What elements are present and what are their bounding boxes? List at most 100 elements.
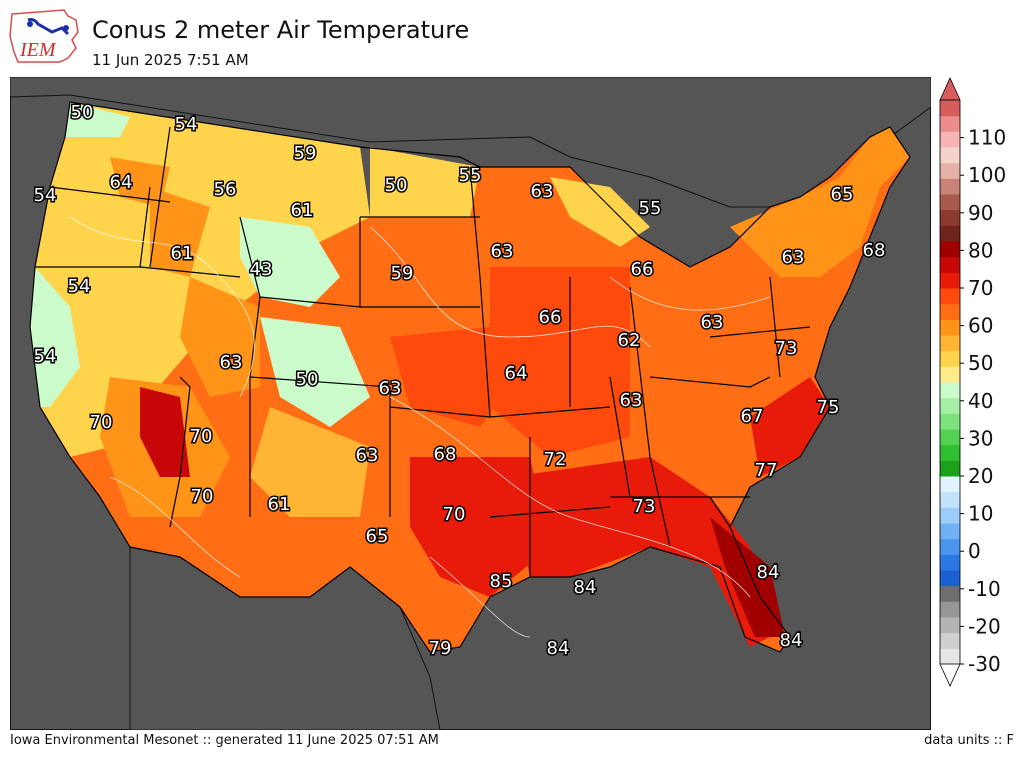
temp-label: 54	[68, 276, 91, 297]
colorbar-segment	[940, 272, 960, 289]
iem-logo: IEM	[9, 9, 79, 63]
temp-label: 70	[443, 504, 466, 525]
colorbar-segment	[940, 256, 960, 273]
page-title: Conus 2 meter Air Temperature	[92, 16, 470, 44]
state-borders	[29, 101, 911, 653]
footer-credit: Iowa Environmental Mesonet :: generated …	[10, 733, 439, 748]
colorbar-segment	[940, 162, 960, 179]
colorbar-segment	[940, 491, 960, 508]
temp-label: 84	[574, 577, 597, 598]
temp-label: 56	[214, 179, 237, 200]
temp-label: 70	[90, 412, 113, 433]
temp-label: 64	[505, 363, 528, 384]
colorbar-segment	[940, 303, 960, 320]
colorbar-segment	[940, 617, 960, 634]
canada-landmass	[10, 77, 931, 208]
temp-label: 61	[171, 243, 194, 264]
temperature-labels: 50 54 54 64 59 56 61 50 55 63 55 65 54 6…	[32, 101, 887, 661]
colorbar-tick-label: 20	[968, 464, 993, 488]
colorbar-segment	[940, 209, 960, 226]
colorbar-segment	[940, 585, 960, 602]
temp-label: 50	[296, 369, 319, 390]
colorbar-segment	[940, 601, 960, 618]
colorbar-segment	[940, 147, 960, 164]
temp-label: 54	[175, 114, 198, 135]
colorbar-tick-label: 0	[968, 539, 981, 563]
temp-label: 59	[294, 143, 317, 164]
colorbar-tick-label: 50	[968, 351, 993, 375]
temp-label: 55	[639, 198, 662, 219]
temp-label: 77	[755, 460, 778, 481]
temperature-fill	[30, 102, 910, 652]
logo-text: IEM	[19, 39, 57, 61]
temp-label: 68	[434, 444, 457, 465]
temp-label: 72	[544, 449, 567, 470]
temp-label: 50	[385, 175, 408, 196]
temp-label: 61	[291, 200, 314, 221]
temp-label: 54	[34, 185, 57, 206]
isotherm-contours	[69, 216, 771, 638]
temp-label: 43	[250, 259, 273, 280]
colorbar-tick-label: 70	[968, 276, 993, 300]
temp-label: 63	[620, 390, 643, 411]
colorbar-segment	[940, 319, 960, 336]
colorbar-segment	[940, 131, 960, 148]
colorbar-tick-label: 90	[968, 201, 993, 225]
colorbar-segment	[940, 335, 960, 352]
colorbar-segment	[940, 350, 960, 367]
temp-label: 63	[701, 312, 724, 333]
temp-label: 84	[547, 638, 570, 659]
colorbar-segment	[940, 570, 960, 587]
colorbar-tick-label: 40	[968, 389, 993, 413]
colorbar-segment	[940, 507, 960, 524]
colorbar-tick-label: 80	[968, 238, 993, 262]
colorbar-tick-label: 10	[968, 502, 993, 526]
temp-label: 59	[391, 263, 414, 284]
colorbar-tick-label: -30	[968, 652, 1001, 676]
colorbar-tick-label: 30	[968, 426, 993, 450]
temp-label: 73	[775, 338, 798, 359]
temp-label: 84	[780, 630, 803, 651]
temp-label: 68	[863, 240, 886, 261]
colorbar-tick-label: -10	[968, 577, 1001, 601]
colorbar-segment	[940, 241, 960, 258]
temp-label: 63	[356, 445, 379, 466]
temp-label: 63	[782, 247, 805, 268]
colorbar-segment	[940, 632, 960, 649]
temp-label: 70	[191, 486, 214, 507]
colorbar-segment	[940, 554, 960, 571]
colorbar-segment	[940, 194, 960, 211]
temp-label: 70	[190, 426, 213, 447]
footer-units: data units :: F	[924, 733, 1014, 748]
temp-label: 75	[817, 397, 840, 418]
colorbar-max-arrow	[939, 77, 961, 101]
temp-label: 63	[491, 241, 514, 262]
page-subtitle: 11 Jun 2025 7:51 AM	[92, 51, 249, 69]
temp-label: 63	[531, 181, 554, 202]
colorbar-segment	[940, 444, 960, 461]
temp-label: 64	[110, 172, 133, 193]
temp-label: 63	[379, 378, 402, 399]
colorbar-segment	[940, 476, 960, 493]
temp-label: 62	[618, 330, 641, 351]
colorbar-segment	[940, 397, 960, 414]
temp-label: 67	[741, 406, 764, 427]
colorbar-segment	[940, 225, 960, 242]
colorbar-segment	[940, 413, 960, 430]
temp-label: 84	[757, 562, 780, 583]
temp-label: 66	[631, 259, 654, 280]
temp-label: 54	[34, 346, 57, 367]
temp-label: 50	[71, 102, 94, 123]
colorbar-frame	[939, 99, 961, 665]
temp-label: 65	[831, 184, 854, 205]
temp-label: 73	[633, 496, 656, 517]
colorbar-segment	[940, 429, 960, 446]
colorbar-min-arrow	[939, 663, 961, 687]
colorbar-segment	[940, 460, 960, 477]
colorbar-segment	[940, 648, 960, 665]
colorbar-segment	[940, 538, 960, 555]
colorbar-segment	[940, 115, 960, 132]
temp-label: 63	[220, 352, 243, 373]
colorbar-tick-label: 60	[968, 314, 993, 338]
